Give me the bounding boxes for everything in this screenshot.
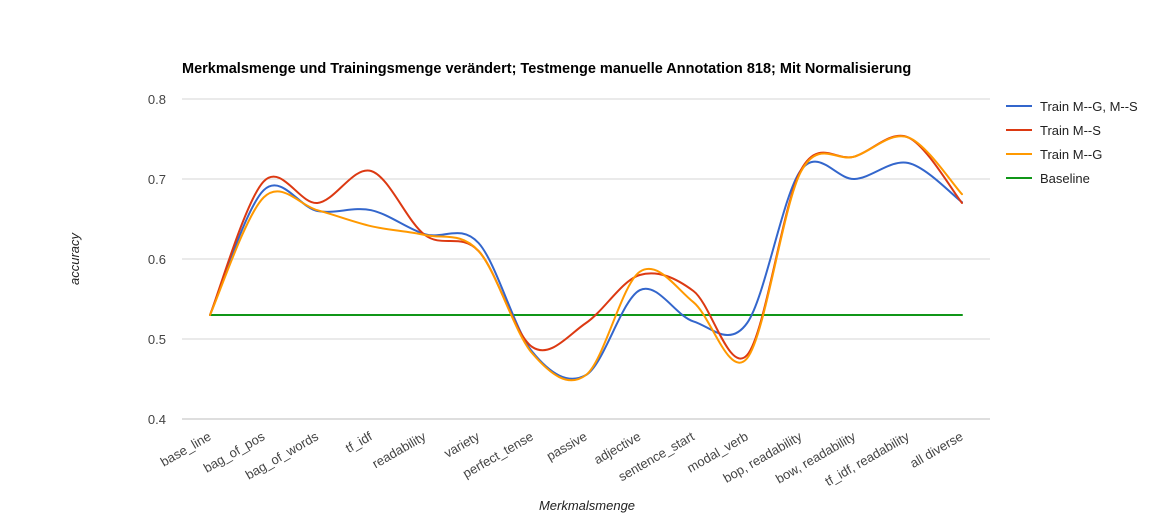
y-axis-title: accuracy <box>67 231 82 285</box>
y-tick-label: 0.4 <box>148 412 166 427</box>
y-tick-label: 0.8 <box>148 92 166 107</box>
legend-label: Train M--G, M--S <box>1040 99 1138 114</box>
legend-label: Train M--G <box>1040 147 1102 162</box>
y-tick-labels: 0.4 0.5 0.6 0.7 0.8 <box>148 92 166 427</box>
legend-label: Baseline <box>1040 171 1090 186</box>
y-tick-label: 0.6 <box>148 252 166 267</box>
chart-title: Merkmalsmenge und Trainingsmenge verände… <box>182 61 911 77</box>
series-line-2 <box>209 135 963 382</box>
series-lines <box>209 134 963 382</box>
legend: Train M--G, M--S Train M--S Train M--G Base… <box>1006 99 1138 186</box>
x-axis-title: Merkmalsmenge <box>539 498 635 513</box>
legend-label: Train M--S <box>1040 123 1101 138</box>
y-tick-label: 0.7 <box>148 172 166 187</box>
gridlines <box>182 98 990 420</box>
y-tick-label: 0.5 <box>148 332 166 347</box>
